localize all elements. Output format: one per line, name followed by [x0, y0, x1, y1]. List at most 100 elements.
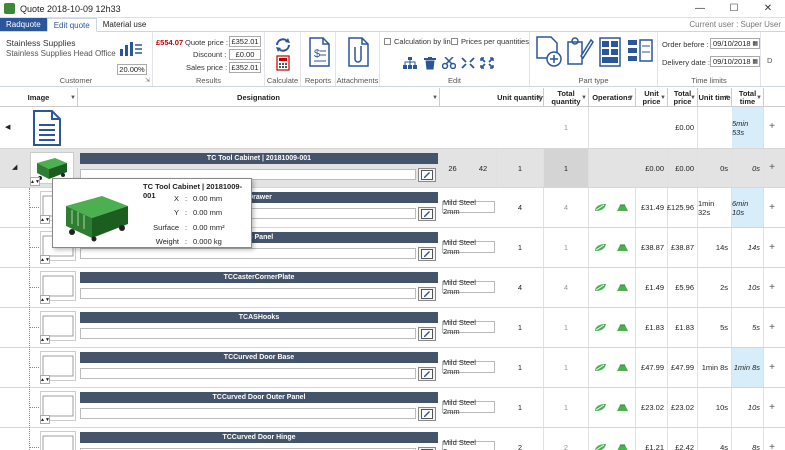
filter-icon[interactable]: ▼ — [724, 95, 730, 101]
laser-cut-icon[interactable] — [594, 283, 607, 292]
qty-spinner[interactable]: ▲▼ — [40, 335, 50, 344]
qty-spinner[interactable]: ▲▼ — [40, 415, 50, 424]
col-unit-price[interactable]: Unit price ▼ — [636, 88, 668, 107]
edit-row-button[interactable] — [418, 247, 436, 261]
calc-by-line-checkbox[interactable] — [384, 38, 391, 45]
hierarchy-icon[interactable] — [402, 56, 418, 70]
customer-launcher-icon[interactable]: ⇲ — [144, 78, 150, 84]
bending-icon[interactable] — [616, 363, 629, 372]
discount-pct-field[interactable]: 20.00% — [117, 64, 147, 75]
calendar-icon[interactable]: ▦ — [752, 41, 758, 47]
material-field[interactable]: Mild Steel 2mm — [442, 238, 495, 256]
qty-spinner[interactable]: ▲▼ — [40, 295, 50, 304]
laser-cut-icon[interactable] — [594, 403, 607, 412]
expand-arrow-icon[interactable]: ◢ — [12, 164, 18, 171]
collapse-arrow-icon[interactable]: ◀ — [5, 124, 11, 131]
part-note-field[interactable] — [80, 368, 416, 379]
material-field[interactable]: Mild Steel 2mm — [442, 358, 495, 376]
reports-button[interactable]: $ Reports — [301, 32, 336, 86]
quote-price-field[interactable]: £352.01 — [229, 36, 261, 47]
edit-row-button[interactable] — [418, 367, 436, 381]
bending-icon[interactable] — [616, 243, 629, 252]
laser-cut-icon[interactable] — [594, 323, 607, 332]
material-field[interactable]: Mild Steel 2mm — [442, 198, 495, 216]
customer-chart-icon[interactable] — [118, 38, 144, 58]
part-note-field[interactable] — [80, 448, 416, 450]
bending-icon[interactable] — [616, 403, 629, 412]
delivery-date-field[interactable]: 09/10/2018 ▦ — [710, 56, 760, 67]
col-total-price[interactable]: Total price ▼ — [668, 88, 698, 107]
tab-edit-quote[interactable]: Edit quote — [46, 18, 97, 32]
expand-row-icon[interactable]: + — [769, 442, 775, 450]
delete-icon[interactable] — [422, 56, 438, 70]
part-note-field[interactable] — [80, 248, 416, 259]
minimize-button[interactable]: — — [695, 3, 705, 14]
table-row[interactable]: ▲▼ TCASHooks Mild Steel 2mm 1 1 £1.83 £1.83 5s 5… — [0, 308, 785, 348]
col-unit-time[interactable]: Unit time ▼ — [698, 88, 732, 107]
part-note-field[interactable] — [80, 408, 416, 419]
table-row[interactable]: ▲▼ TCCasterCornerPlate Mild Steel 2mm 4 4 £1.… — [0, 268, 785, 308]
filter-icon[interactable]: ▼ — [581, 95, 587, 101]
close-button[interactable]: ✕ — [763, 3, 773, 14]
material-field[interactable]: Mild Steel 2mm — [442, 398, 495, 416]
expand-row-icon[interactable]: + — [769, 162, 775, 173]
filter-icon[interactable]: ▼ — [536, 95, 542, 101]
filter-icon[interactable]: ▼ — [628, 95, 634, 101]
maximize-button[interactable]: ☐ — [729, 3, 739, 14]
filter-icon[interactable]: ▼ — [756, 95, 762, 101]
calculate-button[interactable]: Calculate — [265, 32, 301, 86]
tab-material-use[interactable]: Material use — [102, 20, 147, 29]
laser-cut-icon[interactable] — [594, 203, 607, 212]
bending-icon[interactable] — [616, 323, 629, 332]
expand-row-icon[interactable]: + — [769, 242, 775, 253]
col-image[interactable]: Image ▼ — [0, 88, 78, 107]
col-unit-qty[interactable]: Unit quantity ▼ — [497, 88, 544, 107]
cut-icon[interactable] — [441, 56, 457, 70]
material-field[interactable]: Mild Steel 2mm — [442, 318, 495, 336]
laser-cut-icon[interactable] — [594, 243, 607, 252]
filter-icon[interactable]: ▼ — [432, 95, 438, 101]
filter-icon[interactable]: ▼ — [660, 95, 666, 101]
expand-row-icon[interactable]: + — [769, 362, 775, 373]
expand-row-icon[interactable]: + — [769, 121, 775, 132]
edit-row-button[interactable] — [418, 327, 436, 341]
part-note-field[interactable] — [80, 288, 416, 299]
filter-icon[interactable]: ▼ — [70, 95, 76, 101]
table-row[interactable]: ◀ 1 £0.00 5min 53s + — [0, 107, 785, 149]
laser-cut-icon[interactable] — [594, 443, 607, 450]
calendar-icon[interactable]: ▦ — [752, 59, 758, 65]
edit-row-button[interactable] — [418, 407, 436, 421]
material-field[interactable]: Mild Steel 2mm — [442, 438, 495, 450]
col-total-time[interactable]: Total time ▼ — [732, 88, 764, 107]
bending-icon[interactable] — [616, 203, 629, 212]
prices-per-qty-checkbox[interactable] — [451, 38, 458, 45]
attachments-button[interactable]: Attachments — [336, 32, 380, 86]
edit-row-button[interactable] — [418, 207, 436, 221]
tab-radquote[interactable]: Radquote — [0, 18, 47, 31]
bending-icon[interactable] — [616, 443, 629, 450]
table-row[interactable]: ▲▼ TCCurved Door Base Mild Steel 2mm 1 1 £47.… — [0, 348, 785, 388]
qty-spinner[interactable]: ▲▼ — [40, 215, 50, 224]
qty-spinner[interactable]: ▲▼ — [40, 255, 50, 264]
expand-row-icon[interactable]: + — [769, 282, 775, 293]
expand-row-icon[interactable]: + — [769, 202, 775, 213]
expand-row-icon[interactable]: + — [769, 322, 775, 333]
col-total-qty[interactable]: Total quantity ▼ — [544, 88, 589, 107]
edit-row-button[interactable] — [418, 287, 436, 301]
add-part-icon[interactable] — [534, 35, 564, 69]
qty-spinner[interactable]: ▲▼ — [40, 375, 50, 384]
col-operations[interactable]: Operations ▼ — [589, 88, 636, 107]
expand-row-icon[interactable]: + — [769, 402, 775, 413]
edit-row-button[interactable] — [418, 168, 436, 182]
qty-spinner[interactable]: ▲▼ — [30, 177, 40, 186]
order-before-field[interactable]: 09/10/2018 ▦ — [710, 38, 760, 49]
material-field[interactable]: Mild Steel 2mm — [442, 278, 495, 296]
col-designation[interactable]: Designation ▼ — [78, 88, 440, 107]
table-row[interactable]: ▲▼ TCCurved Door Outer Panel Mild Steel 2m… — [0, 388, 785, 428]
part-note-field[interactable] — [80, 328, 416, 339]
edit-part-icon[interactable] — [565, 35, 595, 69]
collapse-icon[interactable] — [460, 56, 476, 70]
bending-icon[interactable] — [616, 283, 629, 292]
laser-cut-icon[interactable] — [594, 363, 607, 372]
